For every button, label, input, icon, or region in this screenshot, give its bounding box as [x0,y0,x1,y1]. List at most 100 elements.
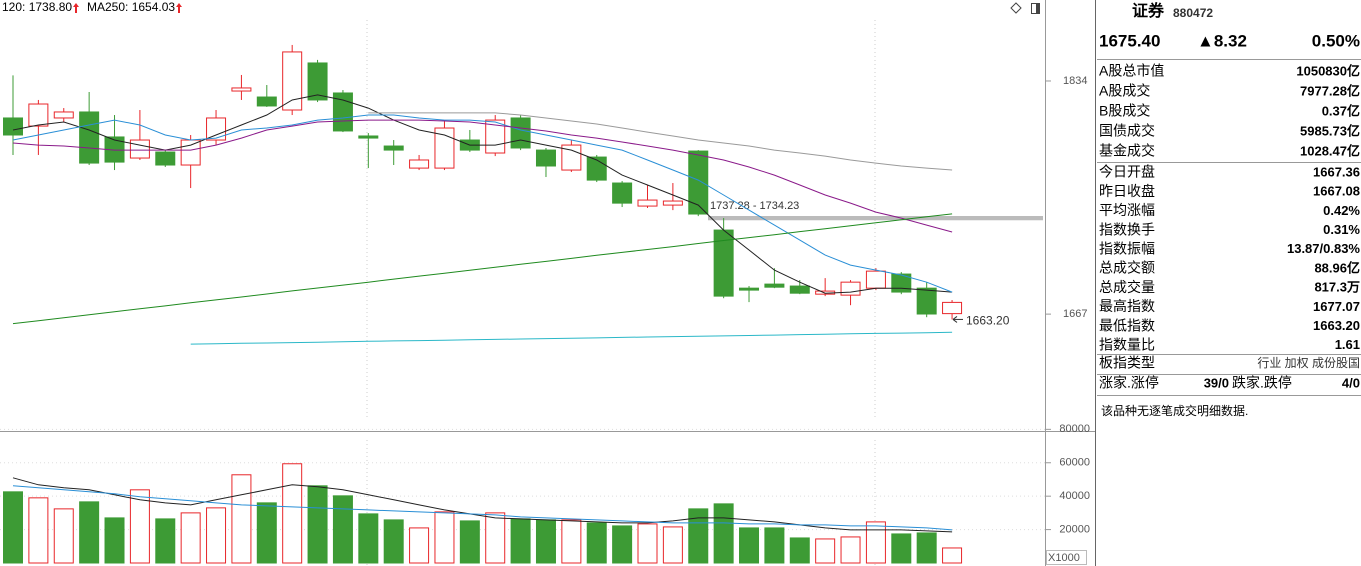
row-value: 4/0 [1342,375,1360,390]
instrument-name: 证券 [1132,1,1165,20]
range-band-label: 1737.28 - 1734.23 [710,200,799,212]
row-value: 0.42% [1323,203,1360,218]
price-change-pct: 0.50% [1312,31,1360,50]
volume-bar [942,547,963,564]
candle-body [129,139,150,159]
ma-line [12,213,953,325]
row-value: 7977.28亿 [1300,83,1360,98]
candle-body [155,151,176,166]
volume-bar [332,495,353,564]
candle-body [688,150,709,215]
row-value: 5985.73亿 [1300,123,1360,138]
candle-body [662,200,683,206]
up-arrow-icon [73,3,79,13]
candle-body [510,117,531,149]
y-tick-label: 80000 [1059,423,1090,435]
y-tick-label: 20000 [1059,523,1090,535]
row-label: 昨日收盘 [1099,183,1155,199]
price-change: ▲8.32 [1197,31,1247,50]
candle-body [739,287,760,291]
candle-body [53,111,74,119]
row-label: 最低指数 [1099,317,1155,333]
volume-bar [358,513,379,564]
unit-box [1046,550,1087,565]
candle-body [256,96,277,107]
ma-line [12,94,953,294]
candle-body [942,301,963,315]
row-label: 基金成交 [1099,143,1155,159]
legend-entry: MA250: 1654.03 [87,0,175,14]
volume-bar [53,508,74,564]
candle-body [916,287,937,315]
row-label: 跌家.跌停 [1232,375,1292,391]
candle-body [180,139,201,166]
ma-line [190,331,953,345]
candle-body [535,149,556,167]
volume-bar [3,491,23,564]
row-label: 国债成交 [1099,123,1155,139]
volume-bar [129,489,150,564]
volume-bar [815,538,836,564]
row-value: 1663.20 [1313,318,1360,333]
row-value: 1050830亿 [1296,63,1360,78]
row-label: 平均涨幅 [1099,202,1155,218]
row-value: 817.3万 [1314,280,1360,295]
volume-bar [865,521,886,564]
candle-body [79,111,100,164]
row-label: 总成交额 [1099,260,1155,276]
volume-bar [383,519,404,564]
instrument-code: 880472 [1173,6,1213,20]
candle-body [231,87,252,92]
candle-body [561,144,582,171]
row-value: 0.31% [1323,222,1360,237]
candle-body [789,285,810,294]
volume-bar [713,503,734,564]
volume-bar [28,497,49,564]
icon[interactable] [1010,2,1022,14]
volume-bar [231,474,252,564]
row-value: 13.87/0.83% [1287,241,1360,256]
low-marker-label: 1663.20 [966,314,1010,328]
candle-body [3,117,23,136]
volume-bar [409,527,430,564]
icon [1036,4,1039,13]
y-tick-label: 60000 [1059,457,1090,469]
volume-bar [764,527,785,564]
y-tick-label: 1834 [1063,75,1087,87]
volume-bar [789,537,810,564]
range-band [708,216,1043,221]
candle-body [764,283,785,288]
row-value: 1667.36 [1313,164,1360,179]
volume-bar [104,517,125,564]
row-value: 1667.08 [1313,184,1360,199]
ma-line [368,112,953,171]
candle-body [637,199,658,207]
candle-body [434,127,455,169]
row-label: 指数振幅 [1099,241,1155,257]
candle-body [840,281,861,296]
row-value: 1.61 [1335,337,1360,352]
y-tick-label: 40000 [1059,490,1090,502]
candle-body [307,62,328,101]
icon[interactable] [1031,3,1040,14]
volume-bar [662,526,683,564]
row-label: 涨家.涨停 [1099,375,1159,391]
row-label: 最高指数 [1099,298,1155,314]
row-value: 0.37亿 [1322,103,1360,118]
volume-bar [155,518,176,564]
candle-body [28,103,49,127]
y-tick-label: 1667 [1063,308,1087,320]
row-label: 指数量比 [1099,337,1155,353]
candle-body [282,51,303,111]
volume-bar [282,463,303,564]
volume-bar [739,527,760,564]
candle-body [358,135,379,139]
volume-bar [891,533,912,564]
row-label: B股成交 [1099,103,1150,119]
row-label: 指数换手 [1099,221,1155,237]
candle-body [612,182,633,204]
row-value: 1677.07 [1313,299,1360,314]
ma-line [12,485,953,531]
